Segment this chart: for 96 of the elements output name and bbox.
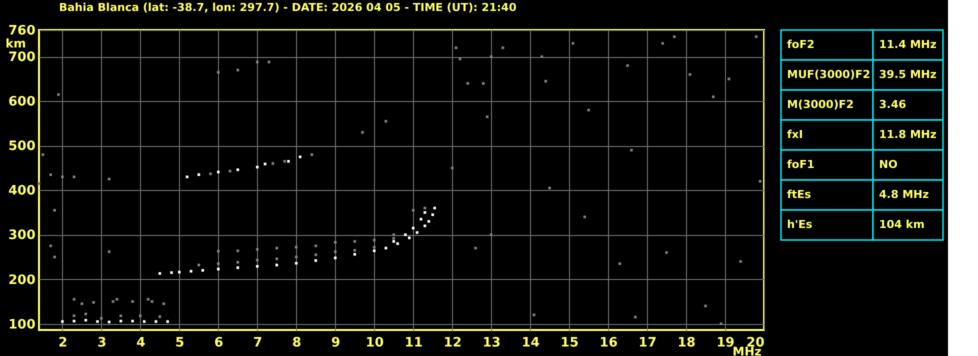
point [170,271,173,274]
point [314,259,318,262]
point [450,166,454,170]
point [454,46,458,50]
text: h'Es [787,218,813,231]
text: NO [879,158,898,171]
point [197,264,200,266]
point [474,246,477,250]
point [236,68,240,72]
text: 11.8 MHz [879,128,937,141]
point [704,304,707,308]
x-tick-label: 5 [175,336,184,350]
text: fxI [787,128,803,141]
y-tick-label: 600 [8,94,36,110]
point [61,320,64,323]
x-tick-label: 4 [136,336,146,350]
x-tick-label: 3 [97,336,106,350]
point [131,300,134,303]
point [583,216,586,218]
point [158,272,162,275]
text: MUF(3000)F2 [787,68,870,81]
point [264,162,266,166]
x-tick-label: 12 [444,336,462,350]
text: foF2 [787,38,815,51]
x-tick-label: 2 [58,336,68,350]
x-tick-label: 16 [600,336,618,350]
point [116,298,118,301]
point [268,60,270,64]
x-tick-label: 15 [560,336,579,350]
y-tick-label: 700 [8,50,36,66]
point [216,170,220,174]
text: 11.4 MHz [879,38,937,51]
point [100,317,103,320]
point [688,73,692,76]
point [287,160,290,163]
text: 39.5 MHz [879,68,937,81]
x-tick-label: 10 [366,336,384,350]
point [38,182,40,185]
chart-title: Bahia Blanca (lat: -38.7, lon: 297.7) - DATE: 2026 04 05 - TIME (UT): 21:40 [59,1,517,14]
text: ftEs [787,188,812,201]
point [424,206,426,210]
point [424,211,426,214]
point [728,78,730,80]
x-tick-label: 18 [677,336,696,350]
x-tick-label: 11 [404,336,423,350]
point [272,162,274,165]
x-tick-label: 13 [482,336,501,350]
text: 3.46 [879,98,906,111]
point [150,300,154,303]
x-tick-label: 19 [716,336,735,350]
point [142,320,146,323]
point [532,314,536,316]
x-tick-label: 6 [214,336,224,350]
point [548,186,551,190]
point [572,42,574,45]
point [630,148,633,152]
point [112,300,114,303]
y-tick-label: 200 [8,272,36,288]
point [190,270,192,273]
x-tick-label: 14 [522,336,540,350]
point [92,301,95,304]
point [53,256,56,258]
y-axis-title: km [6,36,26,50]
point [84,312,88,316]
point [209,172,212,176]
text: foF1 [787,158,815,171]
text: M(3000)F2 [787,98,854,111]
point [166,320,169,323]
x-tick-label: 17 [638,336,657,350]
point [416,231,418,234]
y-tick-label: 100 [8,317,36,332]
x-tick-label: 7 [253,336,262,350]
point [412,226,415,230]
point [665,251,668,254]
y-tick-label: 300 [8,228,36,244]
point [361,131,364,134]
point [216,268,220,270]
text: 4.8 MHz [879,188,929,201]
y-tick-label: 760 [8,24,36,38]
point [154,320,158,323]
point [739,260,742,263]
point [283,160,286,163]
point [433,206,436,210]
point [96,320,99,323]
y-tick-label: 400 [8,184,36,199]
point [228,170,232,172]
point [275,264,278,266]
x-tick-label: 8 [292,336,302,350]
point [420,218,422,220]
point [131,320,134,322]
x-tick-label: 9 [331,336,340,350]
point [108,320,110,324]
text: 104 km [879,218,925,231]
point [458,58,462,60]
point [57,93,60,96]
y-tick-label: 500 [8,139,36,154]
